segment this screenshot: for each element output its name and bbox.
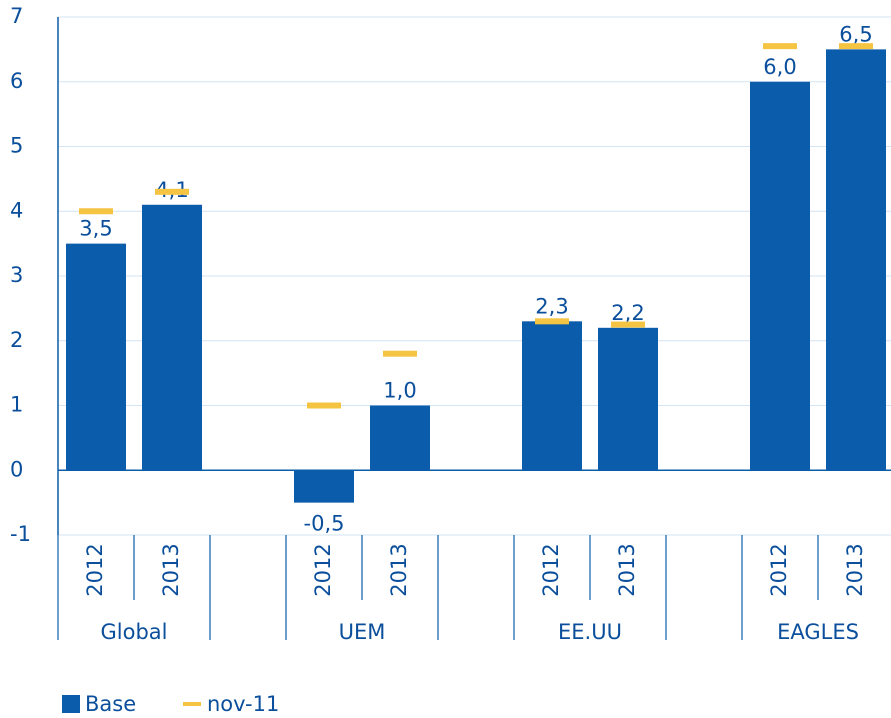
marker [763,43,797,50]
x-tick-label: 2012 [311,543,335,596]
legend-swatch [183,702,201,706]
x-tick-label: 2012 [539,543,563,596]
x-tick-label: 2012 [83,543,107,596]
data-label: 6,5 [839,22,872,46]
x-tick-label: 2013 [843,543,867,596]
x-tick-label: 2013 [387,543,411,596]
y-tick-label: 1 [10,393,23,417]
legend-swatch [62,695,80,713]
group-label: UEM [339,620,386,644]
bar [142,204,202,471]
data-label: 2,3 [535,294,568,318]
y-tick-label: 7 [10,4,23,28]
marker [839,43,873,50]
bar [370,405,430,471]
y-tick-label: 0 [10,457,23,481]
y-tick-label: 6 [10,69,23,93]
y-tick-label: 2 [10,328,23,352]
marker [383,350,417,357]
legend-label: Base [85,692,136,716]
group-label: Global [101,620,168,644]
x-tick-label: 2013 [159,543,183,596]
bar [294,470,354,503]
legend-label: nov-11 [207,692,279,716]
data-label: 6,0 [763,55,796,79]
y-tick-label: 5 [10,134,23,158]
marker [307,402,341,409]
x-tick-label: 2013 [615,543,639,596]
marker [611,321,645,328]
bar [750,81,810,471]
x-tick-label: 2012 [767,543,791,596]
group-label: EE.UU [558,620,622,644]
y-tick-label: 3 [10,263,23,287]
y-tick-label: 4 [10,198,23,222]
bar [66,243,126,471]
data-label: 2,2 [611,301,644,325]
marker [155,188,189,195]
bar [598,327,658,471]
bar [522,321,582,471]
data-label: -0,5 [304,512,345,536]
data-label: 3,5 [79,217,112,241]
y-tick-label: -1 [10,522,31,546]
marker [79,208,113,215]
bar [826,49,886,471]
marker [535,318,569,325]
group-label: EAGLES [777,620,859,644]
data-label: 1,0 [383,379,416,403]
